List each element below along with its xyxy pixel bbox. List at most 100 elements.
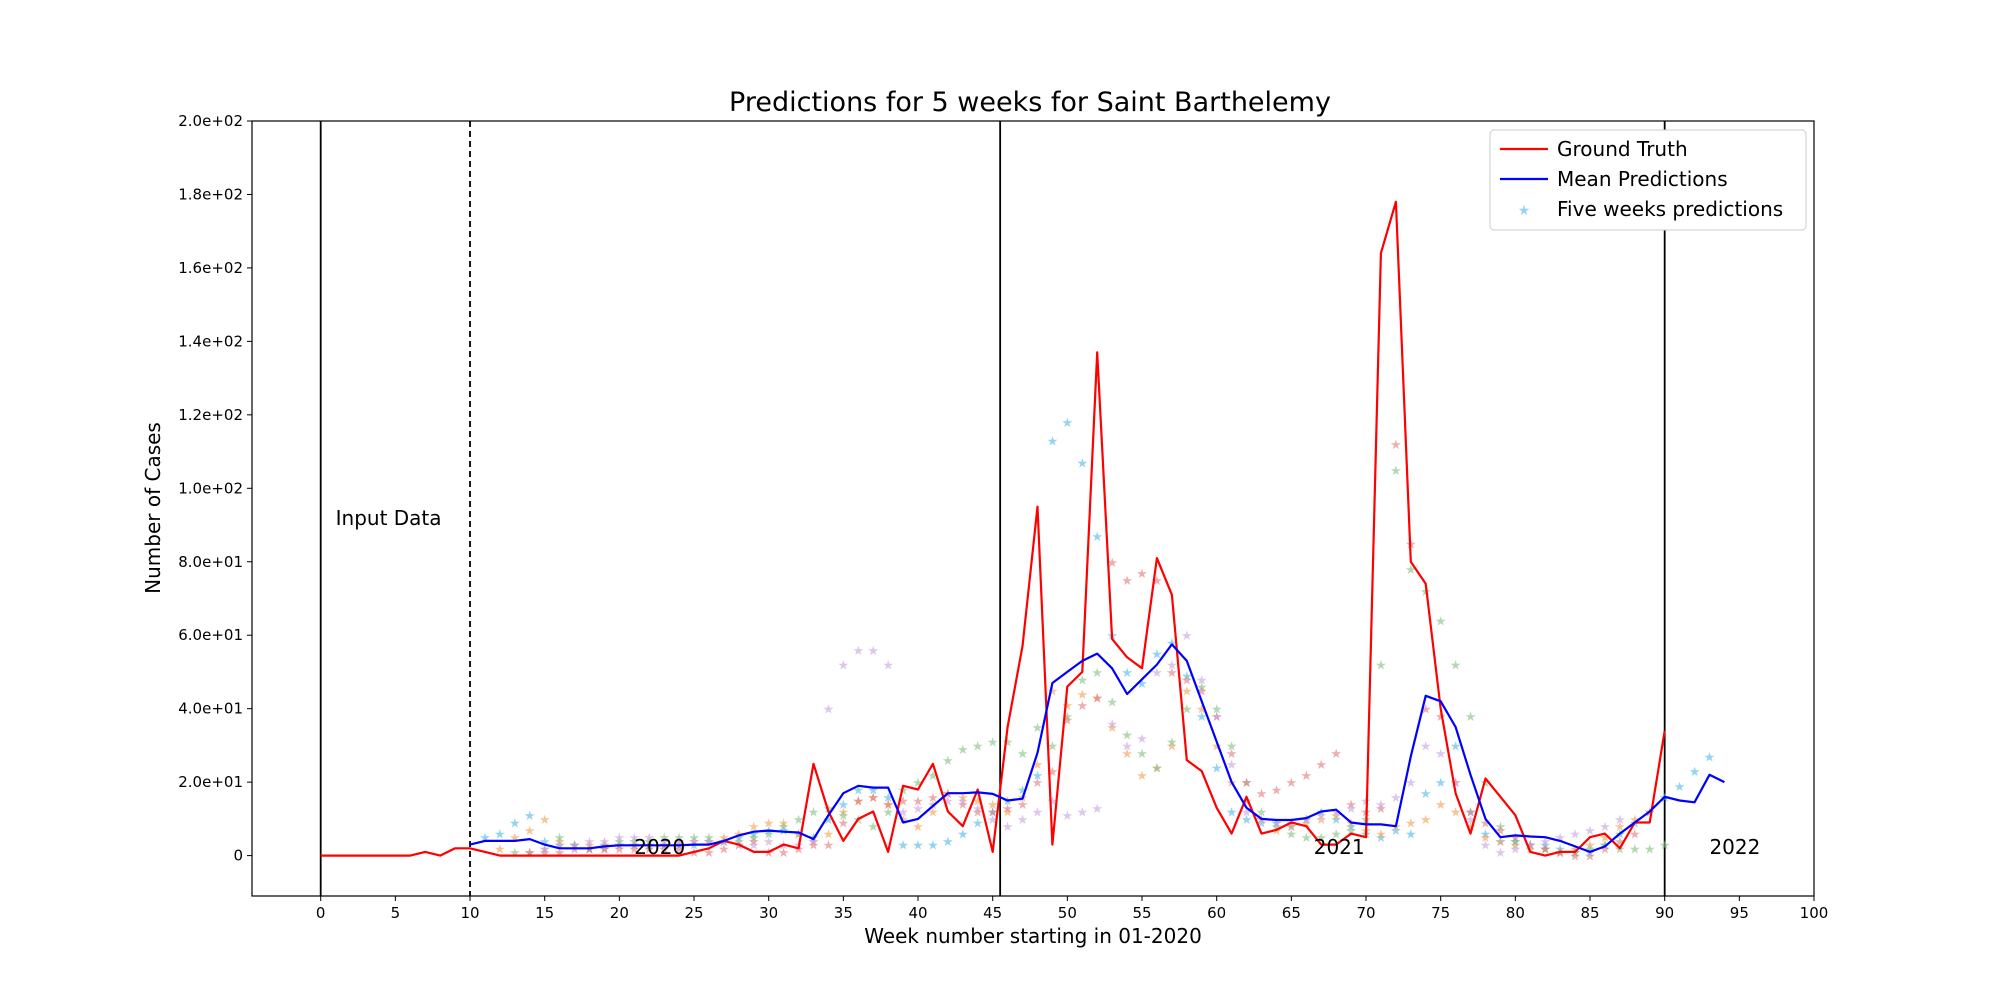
x-tick-label-95: 95 xyxy=(1730,904,1749,922)
prediction-marker: ★ xyxy=(718,835,730,850)
prediction-marker: ★ xyxy=(1271,817,1283,832)
prediction-marker: ★ xyxy=(1151,666,1163,681)
prediction-marker: ★ xyxy=(1300,831,1312,846)
prediction-marker: ★ xyxy=(1032,776,1044,791)
prediction-marker: ★ xyxy=(1569,828,1581,843)
x-tick-label-0: 0 xyxy=(316,904,326,922)
prediction-marker: ★ xyxy=(1047,435,1059,450)
prediction-marker: ★ xyxy=(1599,820,1611,835)
prediction-marker: ★ xyxy=(1076,699,1088,714)
prediction-marker: ★ xyxy=(1121,739,1133,754)
prediction-marker: ★ xyxy=(1136,732,1148,747)
prediction-marker: ★ xyxy=(1002,806,1014,821)
prediction-marker: ★ xyxy=(1510,835,1522,850)
prediction-marker: ★ xyxy=(1271,824,1283,839)
prediction-marker: ★ xyxy=(972,802,984,817)
prediction-marker: ★ xyxy=(1315,806,1327,821)
prediction-marker: ★ xyxy=(1300,813,1312,828)
prediction-marker: ★ xyxy=(1584,846,1596,861)
prediction-marker: ★ xyxy=(1017,747,1029,762)
prediction-marker: ★ xyxy=(927,806,939,821)
x-tick-label-35: 35 xyxy=(834,904,853,922)
prediction-marker: ★ xyxy=(539,835,551,850)
legend-five-weeks-label: Five weeks predictions xyxy=(1557,197,1783,221)
prediction-marker: ★ xyxy=(1524,839,1536,854)
prediction-marker: ★ xyxy=(1300,769,1312,784)
prediction-marker: ★ xyxy=(942,754,954,769)
prediction-marker: ★ xyxy=(1330,828,1342,843)
prediction-marker: ★ xyxy=(748,835,760,850)
chart-title: Predictions for 5 weeks for Saint Barthe… xyxy=(729,87,1331,118)
prediction-marker: ★ xyxy=(1599,842,1611,857)
prediction-marker: ★ xyxy=(1032,758,1044,773)
x-tick-label-15: 15 xyxy=(535,904,554,922)
annotation-3: 2022 xyxy=(1709,835,1760,859)
prediction-marker: ★ xyxy=(1554,846,1566,861)
prediction-marker: ★ xyxy=(1211,710,1223,725)
prediction-marker: ★ xyxy=(823,813,835,828)
prediction-marker: ★ xyxy=(673,835,685,850)
prediction-marker: ★ xyxy=(1271,817,1283,832)
prediction-marker: ★ xyxy=(1375,659,1387,674)
x-tick-label-75: 75 xyxy=(1431,904,1450,922)
prediction-marker: ★ xyxy=(957,743,969,758)
prediction-marker: ★ xyxy=(1076,673,1088,688)
prediction-marker: ★ xyxy=(882,798,894,813)
prediction-marker: ★ xyxy=(912,839,924,854)
prediction-marker: ★ xyxy=(658,835,670,850)
prediction-marker: ★ xyxy=(1644,806,1656,821)
prediction-marker: ★ xyxy=(1211,761,1223,776)
prediction-marker: ★ xyxy=(1121,666,1133,681)
prediction-marker: ★ xyxy=(1286,817,1298,832)
prediction-marker: ★ xyxy=(1345,817,1357,832)
prediction-marker: ★ xyxy=(1256,817,1268,832)
prediction-marker: ★ xyxy=(838,806,850,821)
prediction-marker: ★ xyxy=(599,842,611,857)
prediction-marker: ★ xyxy=(1569,846,1581,861)
prediction-marker: ★ xyxy=(718,831,730,846)
vertical-lines xyxy=(319,121,1666,896)
prediction-marker: ★ xyxy=(1599,831,1611,846)
prediction-marker: ★ xyxy=(1241,776,1253,791)
prediction-marker: ★ xyxy=(1211,703,1223,718)
prediction-marker: ★ xyxy=(569,842,581,857)
prediction-marker: ★ xyxy=(972,739,984,754)
prediction-marker: ★ xyxy=(823,839,835,854)
prediction-marker: ★ xyxy=(1047,765,1059,780)
prediction-marker: ★ xyxy=(748,820,760,835)
y-tick-label-180: 1.8e+02 xyxy=(178,185,243,203)
prediction-marker: ★ xyxy=(1480,776,1492,791)
prediction-marker: ★ xyxy=(1166,739,1178,754)
prediction-marker: ★ xyxy=(1241,813,1253,828)
prediction-marker: ★ xyxy=(1435,747,1447,762)
prediction-marker: ★ xyxy=(1375,831,1387,846)
prediction-marker: ★ xyxy=(927,769,939,784)
prediction-marker: ★ xyxy=(1644,842,1656,857)
prediction-marker: ★ xyxy=(1465,820,1477,835)
prediction-marker: ★ xyxy=(1659,839,1671,854)
x-tick-label-40: 40 xyxy=(908,904,927,922)
prediction-marker: ★ xyxy=(1405,563,1417,578)
prediction-marker: ★ xyxy=(1420,739,1432,754)
prediction-marker: ★ xyxy=(1032,721,1044,736)
prediction-marker: ★ xyxy=(1300,817,1312,832)
prediction-marker: ★ xyxy=(1495,824,1507,839)
prediction-marker: ★ xyxy=(1211,710,1223,725)
prediction-marker: ★ xyxy=(927,791,939,806)
ground-truth-line xyxy=(320,200,1666,857)
prediction-marker: ★ xyxy=(1345,820,1357,835)
prediction-marker: ★ xyxy=(1420,787,1432,802)
prediction-marker: ★ xyxy=(584,842,596,857)
prediction-marker: ★ xyxy=(509,846,521,861)
prediction-marker: ★ xyxy=(987,736,999,751)
prediction-marker: ★ xyxy=(1226,747,1238,762)
prediction-marker: ★ xyxy=(1330,813,1342,828)
prediction-marker: ★ xyxy=(1390,438,1402,453)
prediction-marker: ★ xyxy=(1614,835,1626,850)
prediction-marker: ★ xyxy=(1047,795,1059,810)
x-tick-label-10: 10 xyxy=(460,904,479,922)
y-tick-label-100: 1.0e+02 xyxy=(178,479,243,497)
prediction-marker: ★ xyxy=(569,839,581,854)
prediction-marker: ★ xyxy=(733,831,745,846)
prediction-marker: ★ xyxy=(1569,846,1581,861)
